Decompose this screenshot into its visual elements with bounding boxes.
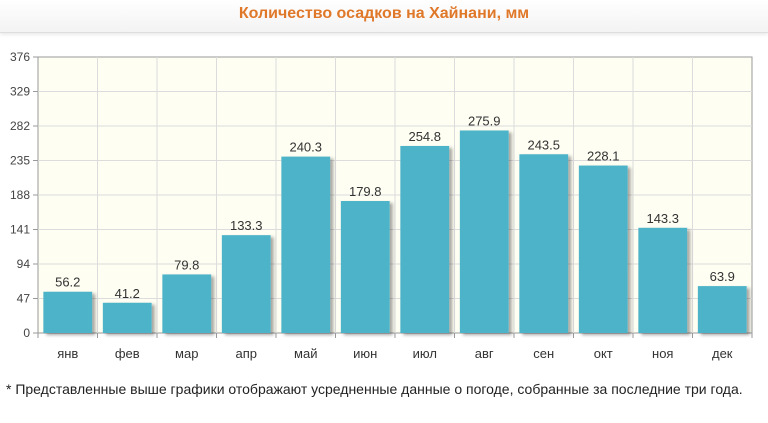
y-tick-label: 329 [10, 85, 30, 99]
x-tick-label: ноя [652, 346, 673, 361]
bar-мар [162, 274, 212, 333]
y-tick-label: 188 [10, 188, 30, 202]
y-tick-label: 0 [23, 326, 30, 340]
value-label: 41.2 [115, 286, 140, 301]
bar-июн [340, 201, 390, 333]
value-label: 179.8 [349, 184, 382, 199]
y-tick-label: 235 [10, 154, 30, 168]
bar-май [281, 156, 331, 333]
value-label: 228.1 [587, 149, 620, 164]
value-label: 254.8 [408, 129, 441, 144]
bar-сен [519, 154, 569, 333]
y-tick-label: 47 [17, 292, 31, 306]
x-tick-label: мар [175, 346, 198, 361]
chart-header: Количество осадков на Хайнани, мм [0, 0, 768, 33]
x-tick-label: авг [475, 346, 494, 361]
bar-ноя [638, 227, 688, 333]
x-tick-label: фев [115, 346, 140, 361]
x-tick-label: окт [594, 346, 613, 361]
value-label: 240.3 [289, 140, 322, 155]
value-label: 63.9 [710, 269, 735, 284]
bar-дек [697, 286, 747, 333]
value-label: 56.2 [55, 275, 80, 290]
y-tick-label: 141 [10, 223, 30, 237]
value-label: 133.3 [230, 218, 263, 233]
precipitation-bar-chart: 0 47 94 141 188 235 282 329 376 56.2 янв 41.2 фев 79.… [10, 50, 753, 361]
x-tick-label: июн [353, 346, 377, 361]
bar-янв [43, 291, 93, 333]
value-label: 275.9 [468, 113, 501, 128]
value-label: 243.5 [527, 137, 560, 152]
y-tick-label: 94 [17, 257, 31, 271]
bar-апр [221, 235, 271, 333]
value-label: 143.3 [646, 211, 679, 226]
bar-фев [102, 302, 152, 333]
x-tick-label: сен [533, 346, 554, 361]
y-tick-label: 282 [10, 119, 30, 133]
bar-окт [578, 165, 628, 333]
x-tick-label: дек [712, 346, 733, 361]
value-label: 79.8 [174, 257, 199, 272]
x-tick-label: июл [413, 346, 437, 361]
y-tick-label: 376 [10, 50, 30, 64]
bar-авг [459, 130, 509, 333]
chart-title: Количество осадков на Хайнани, мм [238, 5, 530, 22]
x-tick-label: янв [57, 346, 78, 361]
x-tick-label: апр [236, 346, 258, 361]
footnote: * Представленные выше графики отображают… [6, 381, 743, 397]
x-tick-label: май [294, 346, 317, 361]
bar-июл [400, 145, 450, 333]
